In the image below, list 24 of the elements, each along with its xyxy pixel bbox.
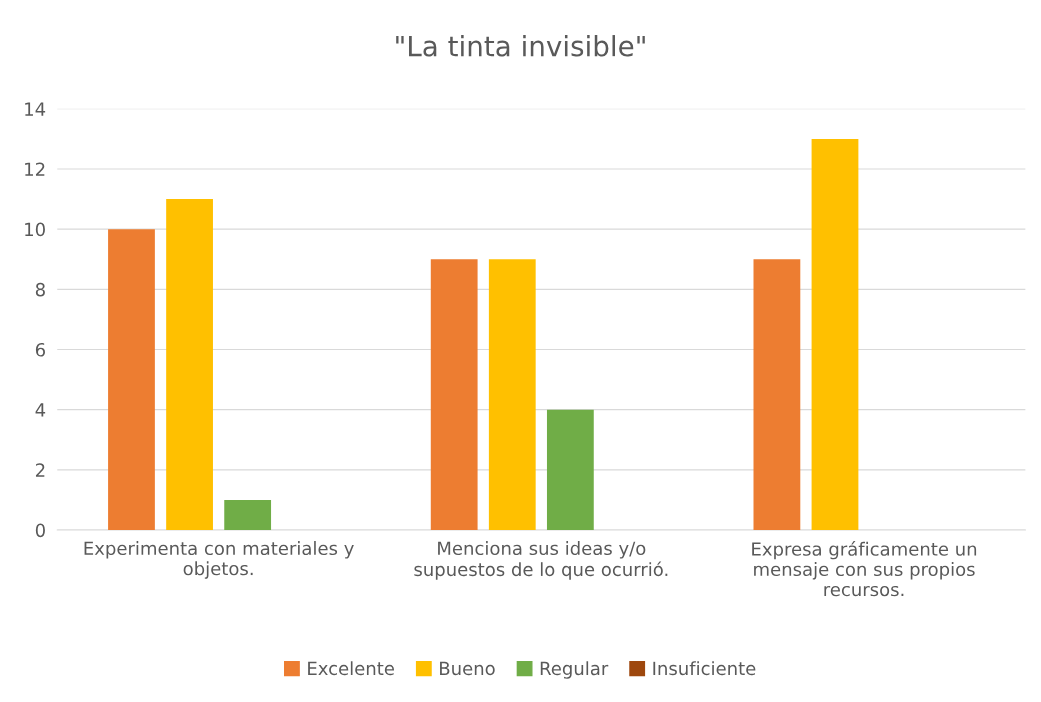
y-tick-label: 10 <box>25 222 45 237</box>
chart-title: "La tinta invisible" <box>396 35 645 57</box>
x-tick-label: Expresa gráficamente un mensaje con sus propios recursos. <box>752 541 977 597</box>
bar <box>108 229 155 531</box>
x-tick-label: Menciona sus ideas y/o supuestos de lo que ocurrió. <box>414 541 668 580</box>
y-tick-label: 4 <box>35 403 46 417</box>
legend-label: Excelente <box>308 661 394 676</box>
bar <box>546 409 594 531</box>
bar <box>811 138 859 531</box>
legend-label: Insuficiente <box>653 661 756 676</box>
bar <box>224 499 272 531</box>
y-tick-label: 2 <box>35 463 45 477</box>
legend-label: Regular <box>540 661 609 679</box>
bar <box>430 259 478 531</box>
y-tick-label: 8 <box>35 282 45 297</box>
bar <box>753 259 801 531</box>
legend-label: Bueno <box>440 661 495 676</box>
y-tick-label: 6 <box>35 342 46 357</box>
bar <box>166 199 213 531</box>
y-tick-label: 0 <box>35 523 45 538</box>
y-tick-label: 12 <box>25 162 45 176</box>
bar <box>488 259 536 531</box>
y-tick-label: 14 <box>25 102 46 116</box>
x-tick-label: Experimenta con materiales y objetos. <box>84 541 354 579</box>
